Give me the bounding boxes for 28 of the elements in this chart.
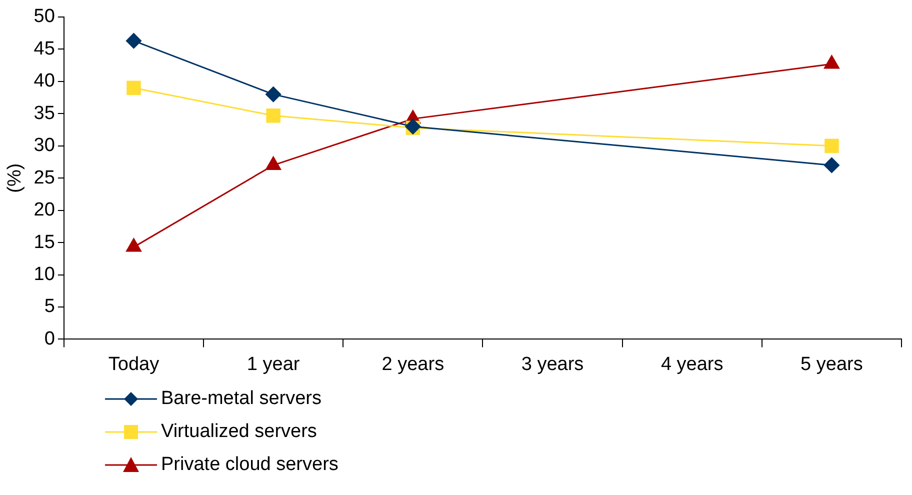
y-tick-label: 20 [34,200,55,221]
y-tick-label: 50 [34,6,55,28]
point [126,238,142,252]
y-tick-label: 45 [34,38,55,60]
y-tick-label: 15 [34,232,55,253]
x-tick-label: 3 years [521,354,584,375]
y-tick-label: 25 [34,167,55,188]
y-tick-label: 5 [44,296,55,318]
x-tick-label: 2 years [382,354,444,375]
x-tick-label: 5 years [800,354,863,375]
point [824,157,840,173]
point [824,138,839,153]
y-tick-label: 35 [34,102,55,124]
point [126,80,141,95]
point [126,33,142,49]
y-tick-label: 40 [34,70,55,92]
point [266,86,282,102]
y-tick-label: 0 [44,328,55,350]
x-tick-label: 1 year [246,354,300,375]
legend-label: Virtualized servers [161,420,317,444]
y-axis-title: (%) [4,163,26,193]
y-tick-label: 10 [34,264,55,285]
x-tick-label: Today [108,354,160,375]
x-tick-label: 4 years [660,354,724,375]
y-tick-label: 30 [34,135,55,156]
point [266,108,280,123]
legend-label: Private cloud servers [161,453,338,477]
legend-label: Bare-metal servers [161,387,322,411]
